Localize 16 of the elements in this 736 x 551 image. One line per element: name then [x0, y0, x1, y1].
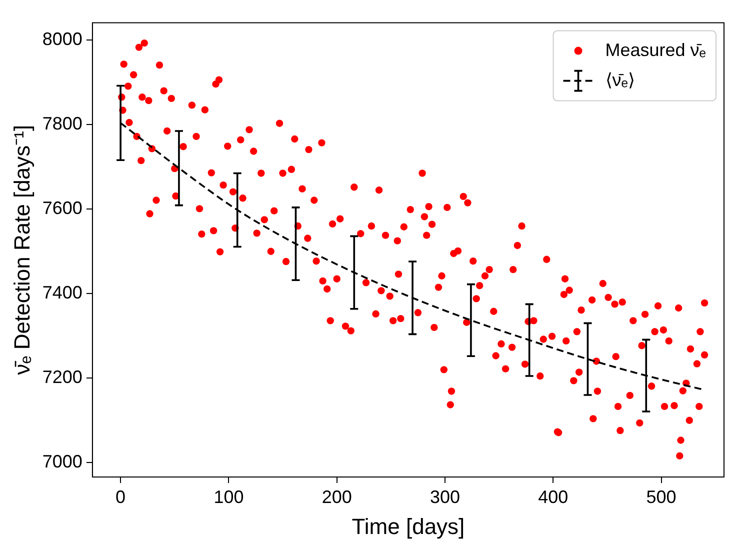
y-tick-label: 7600 — [42, 198, 82, 218]
y-tick-label: 7800 — [42, 114, 82, 134]
x-tick-label: 200 — [322, 486, 352, 507]
legend-label: ⟨ν̄ₑ⟩ — [605, 70, 635, 90]
legend-label: Measured ν̄ₑ — [605, 40, 706, 60]
y-tick-label: 8000 — [42, 29, 82, 50]
x-tick-label: 100 — [214, 486, 244, 507]
y-tick-label: 7400 — [42, 282, 82, 303]
y-tick-label: 7000 — [42, 452, 82, 472]
x-tick-label: 300 — [430, 486, 460, 507]
x-axis-title: Time [days] — [352, 514, 465, 539]
y-axis-title: ν̄ₑ Detection Rate [days⁻¹] — [9, 124, 34, 375]
x-tick-label: 0 — [116, 486, 126, 507]
x-tick-label: 400 — [538, 486, 568, 507]
y-tick-label: 7200 — [42, 367, 82, 388]
x-tick-label: 500 — [646, 486, 676, 507]
